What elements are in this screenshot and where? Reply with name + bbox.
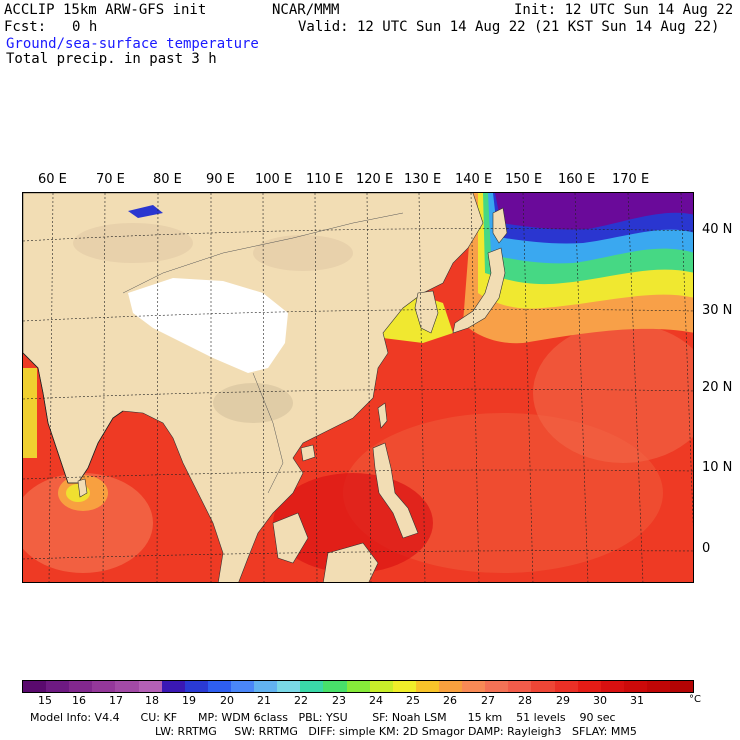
init-time: Init: 12 UTC Sun 14 Aug 22	[514, 2, 734, 18]
lat-label: 10 N	[702, 460, 733, 475]
colorbar-tick: 29	[556, 694, 570, 707]
colorbar-tick: 30	[593, 694, 607, 707]
colorbar-swatch	[508, 681, 532, 692]
sst-map	[22, 192, 694, 583]
colorbar-swatch	[462, 681, 486, 692]
colorbar-swatch	[23, 681, 47, 692]
lat-label: 20 N	[702, 380, 733, 395]
colorbar-swatch	[254, 681, 278, 692]
colorbar-swatch	[323, 681, 347, 692]
colorbar-tick: 19	[182, 694, 196, 707]
border-line	[252, 372, 284, 494]
model-info-line1: Model Info: V4.4 CU: KF MP: WDM 6class P…	[30, 711, 616, 724]
field-title-temperature: Ground/sea-surface temperature	[6, 36, 259, 52]
lon-label: 100 E	[255, 172, 293, 187]
colorbar-tick: 31	[630, 694, 644, 707]
colorbar-tick: 22	[294, 694, 308, 707]
colorbar-tick: 28	[518, 694, 532, 707]
colorbar-swatch	[277, 681, 301, 692]
land-hainan	[300, 444, 316, 462]
lon-label: 120 E	[356, 172, 394, 187]
land-philippines	[372, 442, 419, 539]
org-label: NCAR/MMM	[272, 2, 340, 18]
valid-time: Valid: 12 UTC Sun 14 Aug 22 (21 KST Sun …	[298, 19, 720, 35]
ocean-patch	[23, 473, 153, 573]
land-malay	[272, 512, 309, 564]
colorbar-tick: 24	[369, 694, 383, 707]
colorbar-swatch	[46, 681, 70, 692]
lon-label: 80 E	[153, 172, 182, 187]
ocean-patch-cool	[23, 368, 37, 458]
colorbar-swatch	[300, 681, 324, 692]
colorbar-swatch	[485, 681, 509, 692]
colorbar-tick: 20	[220, 694, 234, 707]
lake-balkhash	[128, 205, 163, 218]
colorbar-tick: 23	[332, 694, 346, 707]
colorbar-swatch	[646, 681, 671, 692]
colorbar-tick: 25	[406, 694, 420, 707]
colorbar-swatch	[138, 681, 162, 692]
model-title: ACCLIP 15km ARW-GFS init	[4, 2, 207, 18]
graticule	[23, 193, 693, 582]
colorbar-swatch	[531, 681, 555, 692]
terrain-shade	[73, 223, 193, 263]
colorbar-tick: 16	[72, 694, 86, 707]
colorbar-swatch	[230, 681, 255, 692]
land-hokkaido	[492, 207, 508, 244]
lon-label: 110 E	[306, 172, 344, 187]
colorbar-tick: 15	[38, 694, 52, 707]
colorbar-swatch	[554, 681, 578, 692]
coastline-india	[23, 352, 124, 484]
lon-label: 70 E	[96, 172, 125, 187]
colorbar-swatch	[184, 681, 208, 692]
colorbar-tick: 21	[257, 694, 271, 707]
colorbar-swatch	[161, 681, 185, 692]
colorbar-swatch	[623, 681, 647, 692]
colorbar	[22, 680, 694, 693]
border-line	[122, 212, 404, 294]
land-borneo	[323, 542, 379, 582]
lon-label: 160 E	[558, 172, 596, 187]
field-title-precip: Total precip. in past 3 h	[6, 51, 217, 67]
colorbar-swatch	[577, 681, 601, 692]
model-info-line2: LW: RRTMG SW: RRTMG DIFF: simple KM: 2D …	[155, 725, 637, 738]
lon-label: 90 E	[206, 172, 235, 187]
colorbar-tick: 18	[145, 694, 159, 707]
colorbar-swatch	[600, 681, 624, 692]
colorbar-tick: 27	[481, 694, 495, 707]
lon-label: 170 E	[612, 172, 650, 187]
lat-label: 40 N	[702, 222, 733, 237]
colorbar-swatch	[69, 681, 93, 692]
colorbar-swatch	[207, 681, 231, 692]
lon-label: 60 E	[38, 172, 67, 187]
colorbar-swatch	[438, 681, 463, 692]
land-japan	[452, 247, 506, 334]
colorbar-unit: °C	[689, 694, 701, 705]
colorbar-swatch	[670, 681, 694, 692]
colorbar-swatch	[115, 681, 139, 692]
lat-label: 30 N	[702, 303, 733, 318]
lon-label: 130 E	[404, 172, 442, 187]
ocean-patch	[533, 323, 693, 463]
colorbar-swatch	[92, 681, 116, 692]
lon-label: 150 E	[505, 172, 543, 187]
land-sri-lanka	[77, 478, 88, 498]
colorbar-swatch	[415, 681, 439, 692]
lat-label: 0	[702, 541, 711, 556]
terrain-shade	[253, 235, 353, 271]
colorbar-tick: 17	[109, 694, 123, 707]
sst-band-15	[495, 193, 693, 230]
colorbar-swatch	[346, 681, 370, 692]
land-taiwan	[377, 402, 388, 429]
lon-label: 140 E	[455, 172, 493, 187]
colorbar-tick: 26	[443, 694, 457, 707]
fcst-label: Fcst:	[4, 19, 47, 35]
tibetan-plateau	[128, 278, 288, 373]
terrain-shade	[213, 383, 293, 423]
map-svg	[23, 193, 693, 582]
fcst-value: 0 h	[72, 19, 98, 35]
colorbar-swatch	[392, 681, 416, 692]
colorbar-swatch	[369, 681, 393, 692]
